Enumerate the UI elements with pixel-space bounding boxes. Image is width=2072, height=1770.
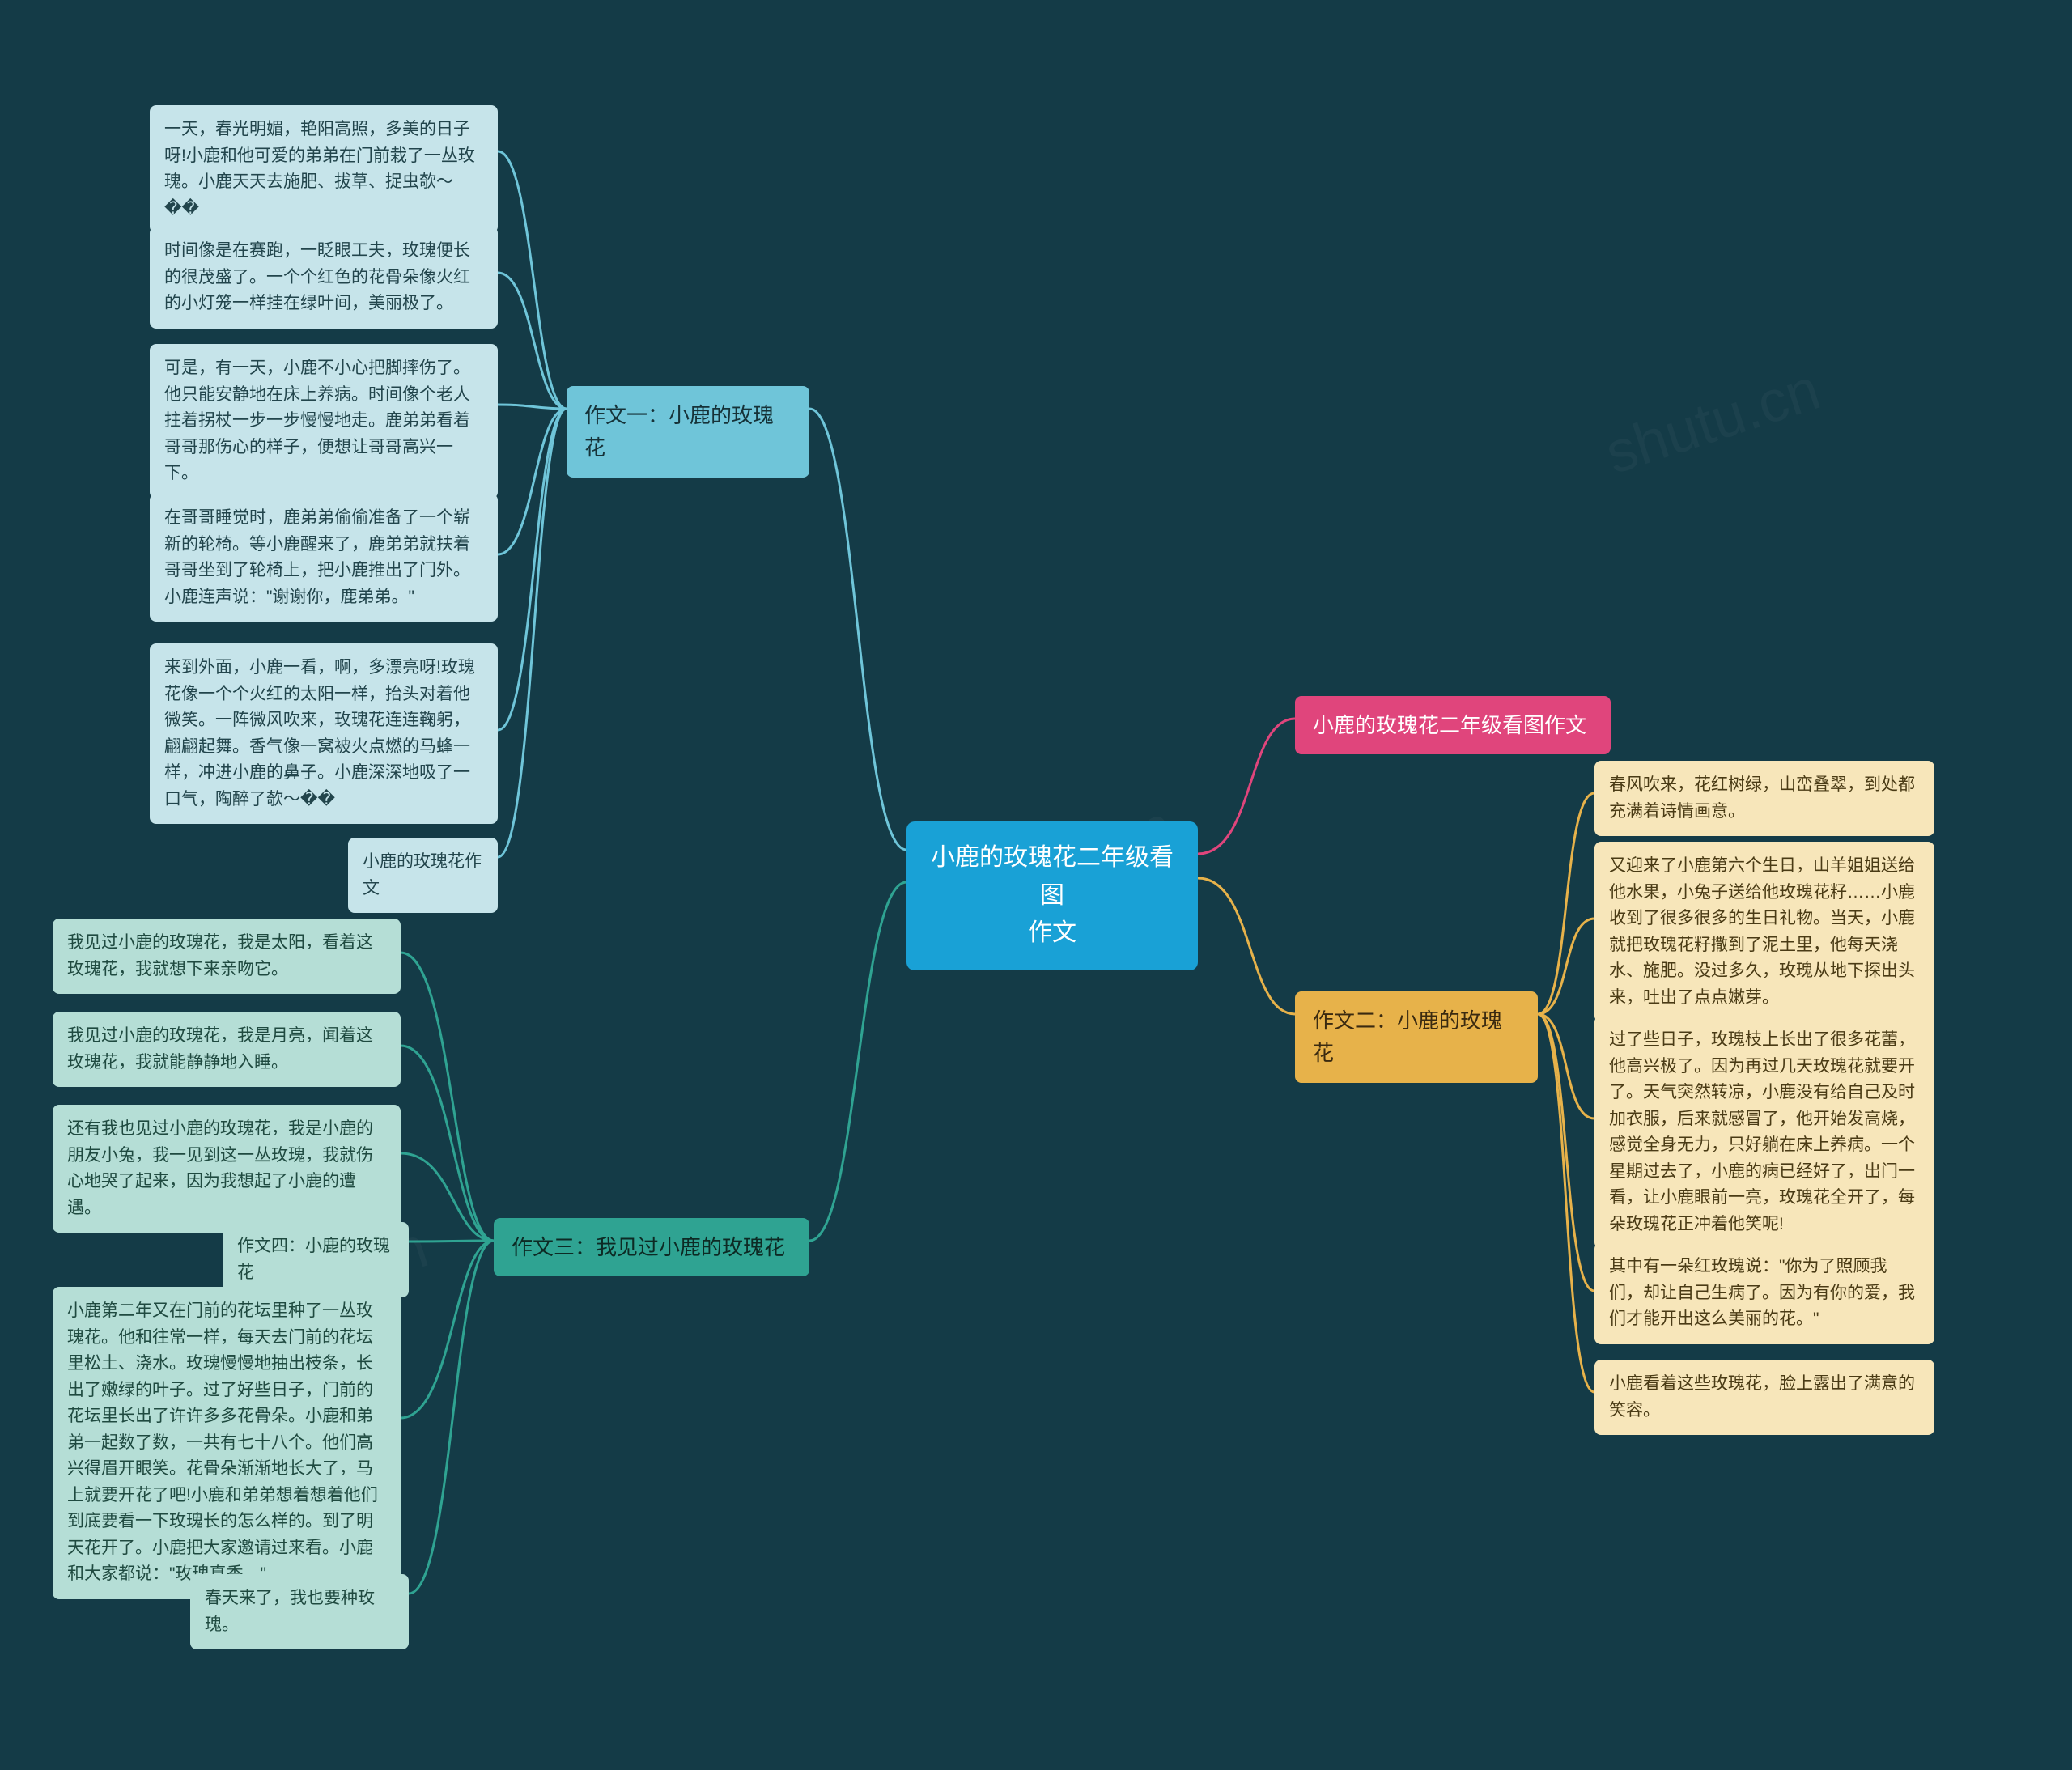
leaf-gold-4[interactable]: 小鹿看着这些玫瑰花，脸上露出了满意的笑容。: [1594, 1360, 1934, 1435]
leaf-teal-2[interactable]: 可是，有一天，小鹿不小心把脚摔伤了。他只能安静地在床上养病。时间像个老人拄着拐杖…: [150, 344, 498, 499]
leaf-green-1[interactable]: 我见过小鹿的玫瑰花，我是月亮，闻着这玫瑰花，我就能静静地入睡。: [53, 1012, 401, 1087]
leaf-gold-1[interactable]: 又迎来了小鹿第六个生日，山羊姐姐送给他水果，小兔子送给他玫瑰花籽……小鹿收到了很…: [1594, 842, 1934, 1022]
leaf-gold-2[interactable]: 过了些日子，玫瑰枝上长出了很多花蕾，他高兴极了。因为再过几天玫瑰花就要开了。天气…: [1594, 1016, 1934, 1249]
leaf-teal-5[interactable]: 小鹿的玫瑰花作文: [348, 838, 498, 913]
branch-teal[interactable]: 作文一：小鹿的玫瑰花: [567, 386, 809, 478]
leaf-green-2[interactable]: 还有我也见过小鹿的玫瑰花，我是小鹿的朋友小兔，我一见到这一丛玫瑰，我就伤心地哭了…: [53, 1105, 401, 1233]
leaf-green-5[interactable]: 春天来了，我也要种玫瑰。: [190, 1574, 409, 1649]
leaf-green-4[interactable]: 小鹿第二年又在门前的花坛里种了一丛玫瑰花。他和往常一样，每天去门前的花坛里松土、…: [53, 1287, 401, 1599]
center-node[interactable]: 小鹿的玫瑰花二年级看图作文: [906, 821, 1198, 970]
branch-gold[interactable]: 作文二：小鹿的玫瑰花: [1295, 991, 1538, 1083]
branch-green[interactable]: 作文三：我见过小鹿的玫瑰花: [494, 1218, 809, 1276]
leaf-gold-3[interactable]: 其中有一朵红玫瑰说："你为了照顾我们，却让自己生病了。因为有你的爱，我们才能开出…: [1594, 1242, 1934, 1344]
leaf-teal-3[interactable]: 在哥哥睡觉时，鹿弟弟偷偷准备了一个崭新的轮椅。等小鹿醒来了，鹿弟弟就扶着哥哥坐到…: [150, 494, 498, 622]
leaf-gold-0[interactable]: 春风吹来，花红树绿，山峦叠翠，到处都充满着诗情画意。: [1594, 761, 1934, 836]
leaf-teal-1[interactable]: 时间像是在赛跑，一眨眼工夫，玫瑰便长的很茂盛了。一个个红色的花骨朵像火红的小灯笼…: [150, 227, 498, 329]
branch-pink[interactable]: 小鹿的玫瑰花二年级看图作文: [1295, 696, 1611, 754]
leaf-teal-0[interactable]: 一天，春光明媚，艳阳高照，多美的日子呀!小鹿和他可爱的弟弟在门前栽了一丛玫瑰。小…: [150, 105, 498, 233]
leaf-teal-4[interactable]: 来到外面，小鹿一看，啊，多漂亮呀!玫瑰花像一个个火红的太阳一样，抬头对着他微笑。…: [150, 643, 498, 824]
watermark: shutu.cn: [1598, 356, 1828, 487]
leaf-green-0[interactable]: 我见过小鹿的玫瑰花，我是太阳，看着这玫瑰花，我就想下来亲吻它。: [53, 919, 401, 994]
